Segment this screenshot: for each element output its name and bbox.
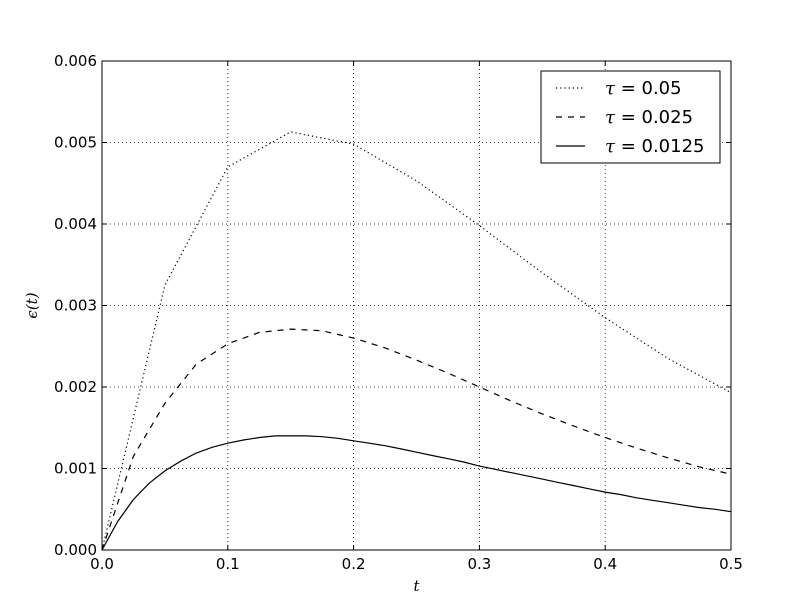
legend-label: τ = 0.05	[605, 78, 682, 99]
legend-label: τ = 0.0125	[605, 136, 704, 157]
x-tick-label: 0.2	[342, 555, 366, 573]
y-tick-label: 0.003	[54, 297, 97, 315]
series-lines	[101, 131, 732, 551]
x-tick-label: 0.4	[593, 555, 617, 573]
x-tick-label: 0.5	[719, 555, 743, 573]
x-tick-label: 0.1	[216, 555, 240, 573]
axis-ticks: 0.0 0.1 0.2 0.3 0.4 0.5 0.000 0.001 0.002 0.003 0.…	[54, 52, 743, 573]
y-tick-label: 0.001	[54, 460, 97, 478]
x-tick-label: 0.0	[90, 555, 114, 573]
series-line-solid	[101, 435, 732, 551]
y-tick-label: 0.005	[54, 134, 97, 152]
y-axis-label: ϵ(t)	[23, 292, 41, 318]
y-tick-label: 0.006	[54, 52, 97, 70]
x-axis-label: t	[413, 577, 420, 595]
series-line-dotted	[101, 131, 732, 551]
legend-label: τ = 0.025	[605, 107, 693, 128]
x-tick-label: 0.3	[467, 555, 491, 573]
y-tick-label: 0.002	[54, 378, 97, 396]
legend: τ = 0.05 τ = 0.025 τ = 0.0125	[540, 70, 721, 164]
y-tick-label: 0.000	[54, 541, 97, 559]
y-tick-label: 0.004	[54, 215, 97, 233]
